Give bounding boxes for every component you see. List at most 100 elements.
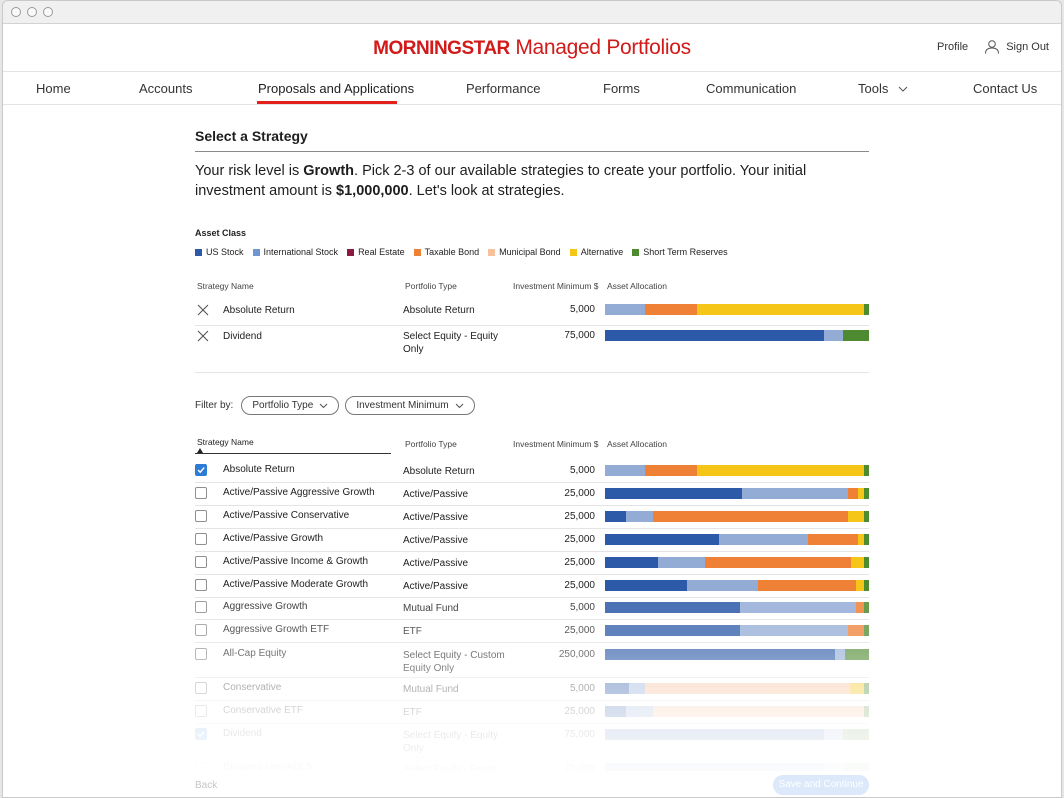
selected-col-strategy: Strategy Name	[197, 281, 254, 291]
main-nav: Home Accounts Proposals and Applications…	[3, 72, 1061, 105]
chevron-down-icon	[455, 403, 463, 408]
allocation-segment	[850, 557, 864, 568]
allocation-segment	[697, 304, 864, 315]
strategy-checkbox[interactable]	[195, 510, 207, 522]
sign-out-link[interactable]: Sign Out	[984, 40, 1049, 54]
legend-label: Real Estate	[358, 247, 405, 257]
selected-investment-minimum: 5,000	[569, 304, 595, 315]
col-strategy-name-sortable[interactable]: Strategy Name	[197, 437, 254, 447]
selected-strategy-name: Dividend	[223, 331, 262, 342]
remove-strategy-x-icon[interactable]	[197, 304, 209, 316]
selected-portfolio-type: Absolute Return	[403, 305, 475, 316]
allocation-segment	[847, 511, 864, 522]
portfolio-type: Active/Passive	[403, 489, 469, 500]
row-divider	[195, 551, 869, 552]
nav-contact-us[interactable]: Contact Us	[973, 81, 1038, 96]
strategy-name: Aggressive Growth	[223, 601, 308, 612]
nav-proposals-and-applications[interactable]: Proposals and Applications	[258, 81, 415, 96]
strategy-checkbox[interactable]	[195, 579, 207, 591]
allocation-segment	[705, 557, 851, 568]
strategy-checkbox[interactable]	[195, 601, 207, 613]
row-divider	[195, 528, 869, 529]
allocation-segment	[605, 534, 719, 545]
nav-accounts[interactable]: Accounts	[139, 81, 193, 96]
allocation-segment	[863, 465, 869, 476]
allocation-segment	[718, 534, 809, 545]
filter-investment-minimum[interactable]: Investment Minimum	[345, 396, 475, 415]
nav-forms[interactable]: Forms	[603, 81, 640, 96]
window-minimize-dot[interactable]	[27, 7, 37, 17]
title-divider	[195, 151, 869, 152]
allocation-segment	[626, 706, 653, 717]
nav-communication[interactable]: Communication	[706, 81, 797, 96]
strategy-checkbox[interactable]	[195, 487, 207, 499]
window-close-dot[interactable]	[11, 7, 21, 17]
allocation-segment	[697, 465, 864, 476]
portfolio-type: ETF	[403, 626, 422, 637]
remove-strategy-x-icon[interactable]	[197, 330, 209, 342]
sort-ascending-icon[interactable]	[197, 448, 203, 453]
allocation-segment	[657, 557, 706, 568]
allocation-bar	[605, 649, 869, 660]
nav-tools[interactable]: Tools	[858, 81, 908, 96]
asset-class-legend: US Stock International Stock Real Estate Ta…	[195, 247, 737, 257]
strategy-name: Aggressive Growth ETF	[223, 624, 330, 635]
portfolio-type: Active/Passive	[403, 558, 469, 569]
row-divider	[195, 482, 869, 483]
window-zoom-dot[interactable]	[43, 7, 53, 17]
allocation-segment	[686, 580, 759, 591]
save-and-continue-button[interactable]: Save and Continue	[773, 775, 869, 795]
investment-minimum: 25,000	[564, 557, 595, 568]
profile-link[interactable]: Profile	[937, 41, 969, 53]
portfolio-type: Absolute Return	[403, 466, 475, 477]
strategy-name: Dividend	[223, 728, 262, 739]
investment-minimum: 5,000	[569, 465, 595, 476]
allocation-segment	[842, 729, 869, 740]
allocation-segment	[855, 602, 864, 613]
checkmark-icon	[197, 731, 205, 738]
legend-label: Taxable Bond	[424, 247, 480, 257]
investment-amount: $1,000,000	[336, 183, 409, 199]
nav-active-indicator	[257, 101, 397, 104]
intro-part-3: . Let's look at strategies.	[408, 183, 565, 199]
filter-bar: Filter by: Portfolio Type Investment Min…	[195, 396, 475, 415]
filter-investment-minimum-label: Investment Minimum	[356, 400, 449, 411]
strategy-name: Conservative	[223, 682, 282, 693]
strategy-checkbox[interactable]	[195, 556, 207, 568]
brand-logo[interactable]: MORNINGSTAR Managed Portfolios	[3, 36, 1061, 60]
strategy-checkbox[interactable]	[195, 648, 207, 660]
allocation-segment	[855, 580, 864, 591]
nav-performance[interactable]: Performance	[466, 81, 541, 96]
investment-minimum: 25,000	[564, 534, 595, 545]
allocation-bar	[605, 304, 869, 315]
strategy-checkbox[interactable]	[195, 624, 207, 636]
strategy-checkbox[interactable]	[195, 728, 207, 740]
intro-part-2: . Pick 2-3 of our available strategies t…	[195, 163, 807, 199]
portfolio-type: Mutual Fund	[403, 684, 459, 695]
allocation-segment	[605, 557, 658, 568]
footer-bar: Back Save and Continue	[3, 771, 1061, 797]
strategy-checkbox[interactable]	[195, 533, 207, 545]
chevron-down-icon	[319, 403, 328, 408]
nav-home[interactable]: Home	[36, 81, 71, 96]
strategy-checkbox[interactable]	[195, 682, 207, 694]
investment-minimum: 25,000	[564, 511, 595, 522]
legend-swatch	[252, 248, 260, 256]
row-divider	[195, 700, 869, 701]
legend-item: International Stock	[252, 247, 338, 257]
strategy-checkbox[interactable]	[195, 464, 207, 476]
allocation-segment	[742, 488, 848, 499]
allocation-segment	[863, 602, 869, 613]
allocation-segment	[605, 511, 627, 522]
chevron-down-icon	[898, 86, 908, 92]
risk-level: Growth	[303, 163, 355, 179]
back-link[interactable]: Back	[195, 780, 218, 791]
filter-portfolio-type[interactable]: Portfolio Type	[241, 396, 340, 415]
allocation-segment	[605, 304, 645, 315]
legend-swatch	[632, 248, 640, 256]
selected-divider	[195, 372, 869, 373]
strategy-checkbox[interactable]	[195, 705, 207, 717]
allocation-bar	[605, 602, 869, 613]
allocation-bar	[605, 625, 869, 636]
allocation-segment	[628, 683, 645, 694]
